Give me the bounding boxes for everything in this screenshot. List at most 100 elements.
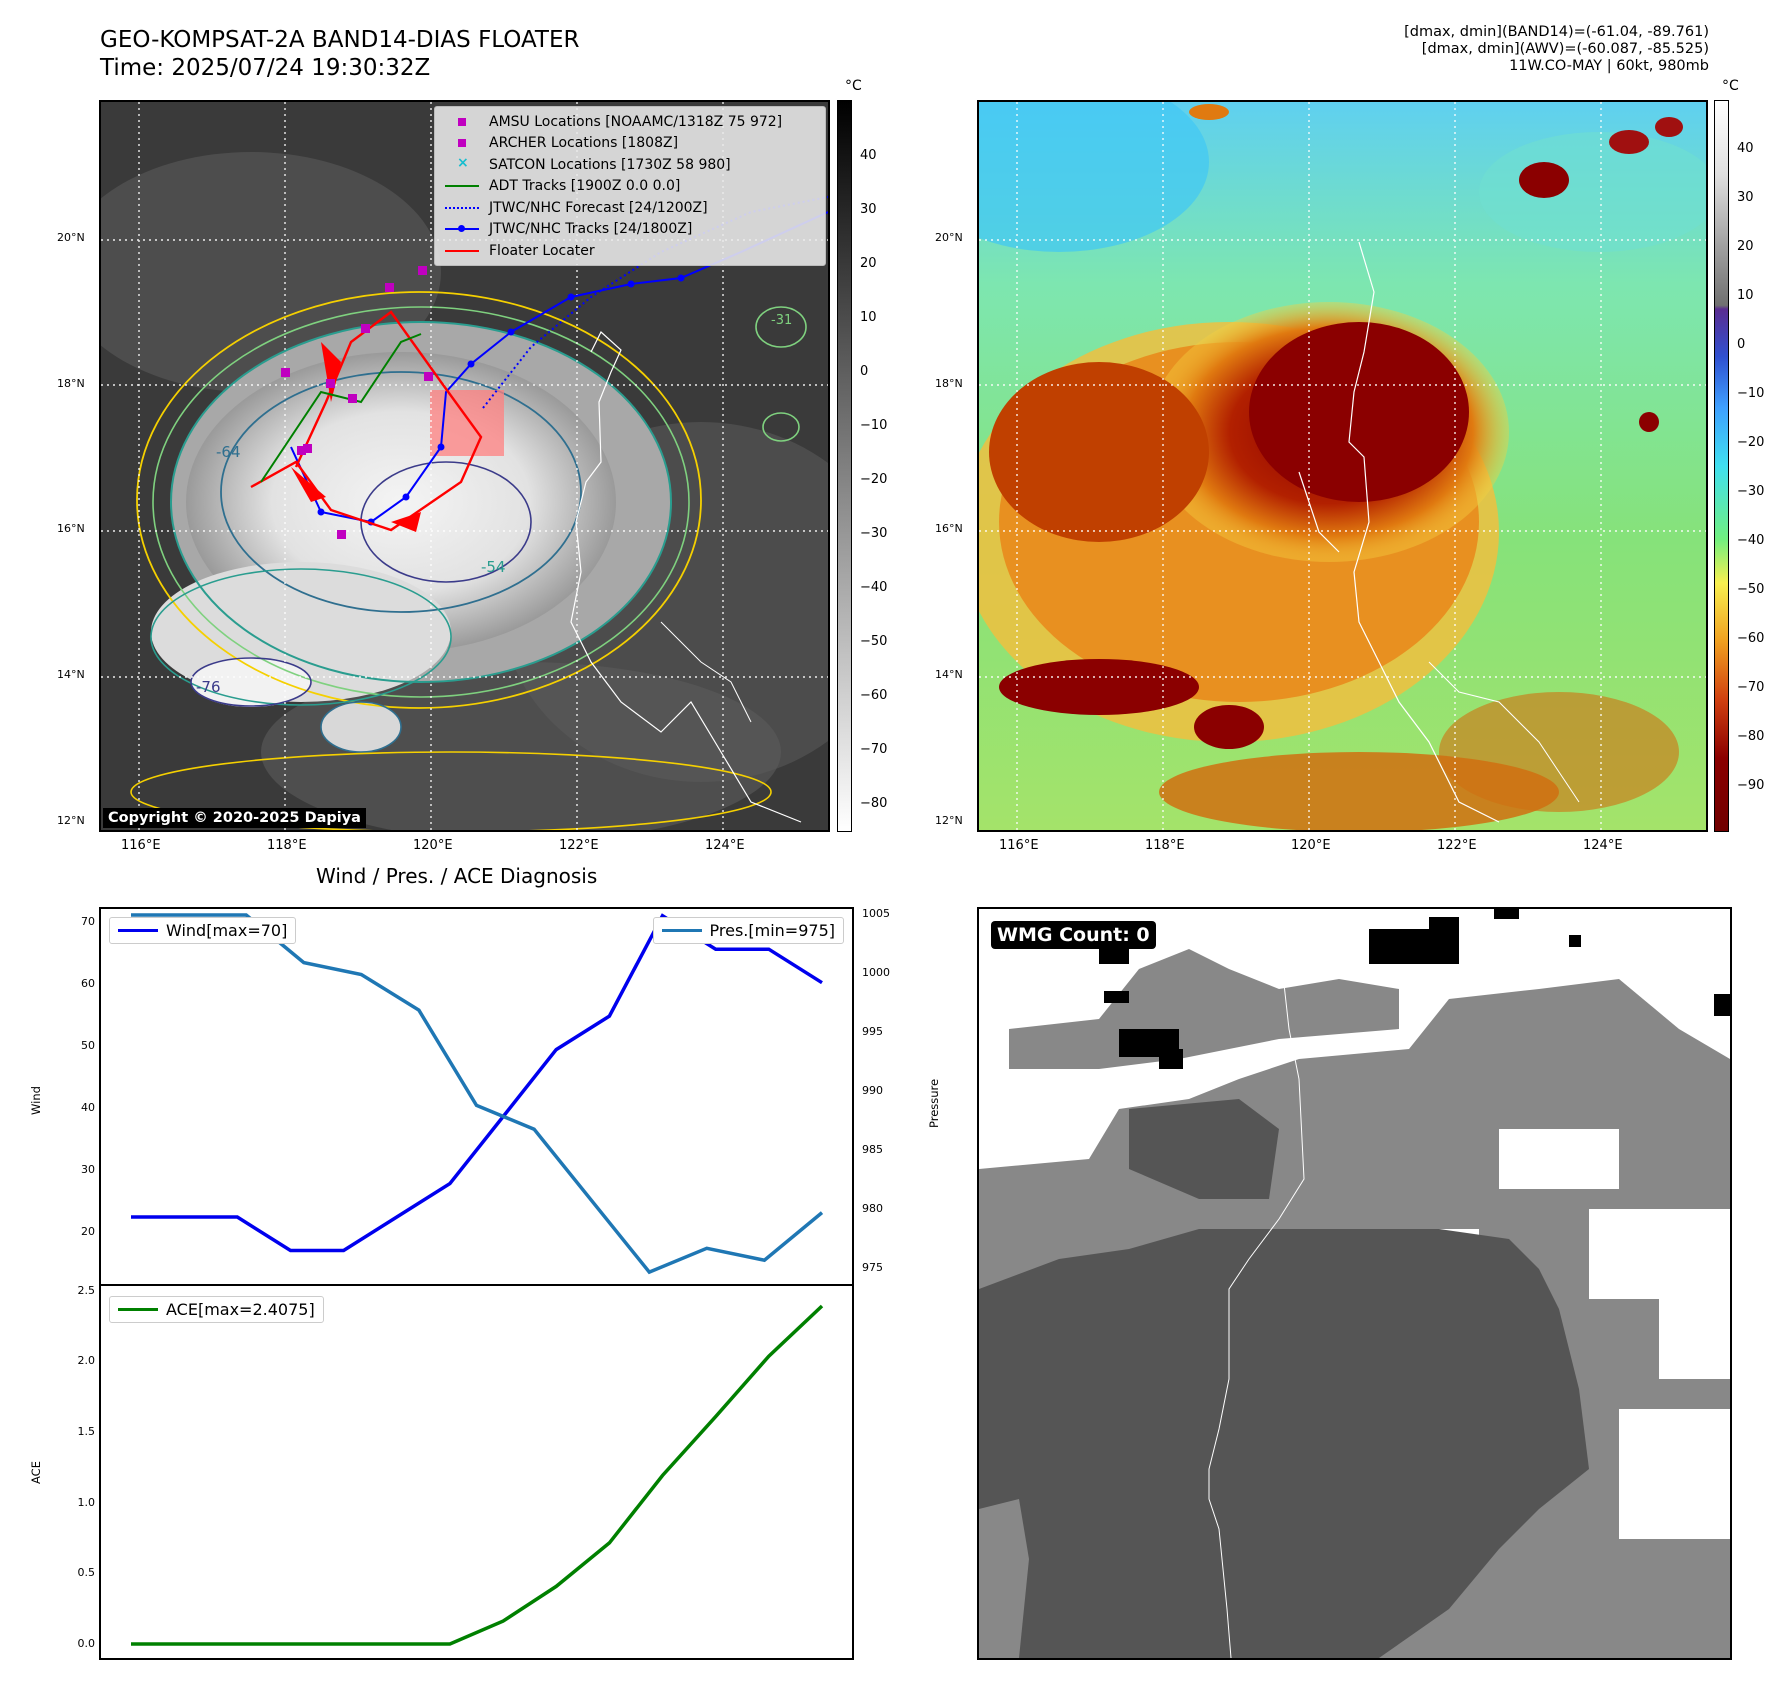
wind-tick: 60 bbox=[81, 977, 95, 990]
diagnosis-title: Wind / Pres. / ACE Diagnosis bbox=[316, 864, 598, 888]
lon-tick-124: 124°E bbox=[705, 838, 745, 853]
pressure-legend-label: Pres.[min=975] bbox=[709, 921, 835, 940]
wind-pressure-panel: Wind[max=70] Pres.[min=975] bbox=[99, 907, 854, 1286]
figure-title: GEO-KOMPSAT-2A BAND14-DIAS FLOATER Time:… bbox=[100, 26, 580, 82]
pressure-legend: Pres.[min=975] bbox=[652, 917, 844, 944]
wind-pressure-plot bbox=[131, 913, 824, 1275]
cbar-tick: 30 bbox=[860, 202, 877, 217]
awv-map-image bbox=[979, 102, 1706, 830]
square-marker-icon bbox=[443, 116, 481, 128]
cbar-tick: −80 bbox=[1737, 729, 1765, 744]
series-line-ace bbox=[131, 1304, 824, 1646]
pressure-tick: 980 bbox=[862, 1202, 883, 1215]
cbar-tick: −30 bbox=[1737, 484, 1765, 499]
pressure-tick: 985 bbox=[862, 1143, 883, 1156]
ace-tick: 1.5 bbox=[77, 1425, 96, 1438]
contour-label-2: -76 bbox=[196, 678, 221, 696]
cbar-tick: 30 bbox=[1737, 190, 1754, 205]
pressure-tick: 1005 bbox=[862, 907, 890, 920]
pressure-tick: 995 bbox=[862, 1025, 883, 1038]
info-block: [dmax, dmin](BAND14)=(-61.04, -89.761) [… bbox=[1404, 24, 1709, 75]
lon-tick-118: 118°E bbox=[267, 838, 307, 853]
legend-item-satcon: × SATCON Locations [1730Z 58 980] bbox=[443, 154, 817, 176]
ace-legend: ACE[max=2.4075] bbox=[109, 1296, 324, 1323]
series-line-wind bbox=[131, 913, 823, 1253]
wmg-panel: WMG Count: 0 bbox=[977, 907, 1732, 1660]
pressure-axis-label: Pressure bbox=[927, 1078, 941, 1128]
cbar-tick: −50 bbox=[860, 634, 888, 649]
lon-tick-120: 120°E bbox=[413, 838, 453, 853]
legend-label: ARCHER Locations [1808Z] bbox=[489, 135, 679, 152]
cbar-tick: 10 bbox=[860, 310, 877, 325]
ace-axis-label: ACE bbox=[29, 1461, 43, 1484]
ace-tick: 1.0 bbox=[77, 1496, 96, 1509]
wind-tick: 30 bbox=[81, 1163, 95, 1176]
cbar-tick: 0 bbox=[860, 364, 869, 379]
lon-tick-116-right: 116°E bbox=[999, 838, 1039, 853]
lat-tick-20: 20°N bbox=[57, 231, 85, 244]
lon-tick-122: 122°E bbox=[559, 838, 599, 853]
colorbar-left-ticks: 40 30 20 10 0 −10 −20 −30 −40 −50 −60 −7… bbox=[860, 100, 900, 832]
legend-label: ADT Tracks [1900Z 0.0 0.0] bbox=[489, 178, 681, 195]
cbar-tick: −40 bbox=[1737, 533, 1765, 548]
info-line-1: [dmax, dmin](BAND14)=(-61.04, -89.761) bbox=[1404, 24, 1709, 40]
lat-tick-18-right: 18°N bbox=[935, 377, 963, 390]
lat-tick-12-right: 12°N bbox=[935, 814, 963, 827]
lat-tick-18: 18°N bbox=[57, 377, 85, 390]
contour-label-3: -54 bbox=[481, 558, 506, 576]
cbar-tick: 40 bbox=[860, 148, 877, 163]
lon-tick-118-right: 118°E bbox=[1145, 838, 1185, 853]
pressure-axis-ticks: 1005 1000 995 990 985 980 975 bbox=[862, 907, 912, 1286]
lat-tick-12: 12°N bbox=[57, 814, 85, 827]
cbar-tick: −20 bbox=[1737, 435, 1765, 450]
legend-item-jtwc-tracks: JTWC/NHC Tracks [24/1800Z] bbox=[443, 219, 817, 241]
wind-axis-ticks: 70 60 50 40 30 20 bbox=[55, 907, 95, 1286]
cbar-tick: 40 bbox=[1737, 141, 1754, 156]
dotted-line-icon bbox=[443, 202, 481, 214]
title-line-1: GEO-KOMPSAT-2A BAND14-DIAS FLOATER bbox=[100, 27, 580, 53]
wind-tick: 70 bbox=[81, 915, 95, 928]
lat-tick-14-right: 14°N bbox=[935, 668, 963, 681]
awv-map-panel bbox=[977, 100, 1708, 832]
map-legend: AMSU Locations [NOAAMC/1318Z 75 972] ARC… bbox=[434, 106, 826, 266]
pressure-tick: 975 bbox=[862, 1261, 883, 1274]
colorbar-left bbox=[837, 100, 852, 832]
contour-label-4: -31 bbox=[771, 313, 792, 328]
cbar-tick: −40 bbox=[860, 580, 888, 595]
ace-tick: 0.5 bbox=[77, 1566, 96, 1579]
info-line-3: 11W.CO-MAY | 60kt, 980mb bbox=[1509, 58, 1709, 74]
cbar-tick: −80 bbox=[860, 796, 888, 811]
ace-plot bbox=[131, 1304, 824, 1646]
wind-legend: Wind[max=70] bbox=[109, 917, 297, 944]
ir-map-panel: -64 -76 -54 -31 bbox=[99, 100, 830, 832]
cbar-tick: −70 bbox=[1737, 680, 1765, 695]
contour-label-1: -64 bbox=[216, 443, 241, 461]
cbar-tick: 20 bbox=[1737, 239, 1754, 254]
series-line-pressure bbox=[131, 913, 824, 1275]
lon-tick-116: 116°E bbox=[121, 838, 161, 853]
legend-item-floater: Floater Locater bbox=[443, 240, 817, 262]
pressure-line-icon bbox=[661, 929, 702, 932]
title-line-2: Time: 2025/07/24 19:30:32Z bbox=[100, 55, 431, 81]
red-line-icon bbox=[443, 245, 481, 257]
green-line-icon bbox=[443, 180, 481, 192]
wind-tick: 40 bbox=[81, 1101, 95, 1114]
cbar-tick: −50 bbox=[1737, 582, 1765, 597]
wind-axis-label: Wind bbox=[29, 1086, 43, 1115]
lon-tick-122-right: 122°E bbox=[1437, 838, 1477, 853]
legend-label: SATCON Locations [1730Z 58 980] bbox=[489, 156, 731, 173]
cbar-tick: 10 bbox=[1737, 288, 1754, 303]
colorbar-left-unit: °C bbox=[845, 78, 862, 94]
square-marker-icon bbox=[443, 137, 481, 149]
ace-axis-ticks: 2.5 2.0 1.5 1.0 0.5 0.0 bbox=[55, 1284, 96, 1660]
wind-tick: 50 bbox=[81, 1039, 95, 1052]
ace-legend-label: ACE[max=2.4075] bbox=[166, 1300, 315, 1319]
cbar-tick: −60 bbox=[1737, 631, 1765, 646]
cbar-tick: −10 bbox=[1737, 386, 1765, 401]
lon-tick-120-right: 120°E bbox=[1291, 838, 1331, 853]
cbar-tick: −10 bbox=[860, 418, 888, 433]
lat-tick-16: 16°N bbox=[57, 522, 85, 535]
wmg-map-image bbox=[979, 909, 1730, 1658]
wind-legend-label: Wind[max=70] bbox=[166, 921, 288, 940]
lat-tick-20-right: 20°N bbox=[935, 231, 963, 244]
